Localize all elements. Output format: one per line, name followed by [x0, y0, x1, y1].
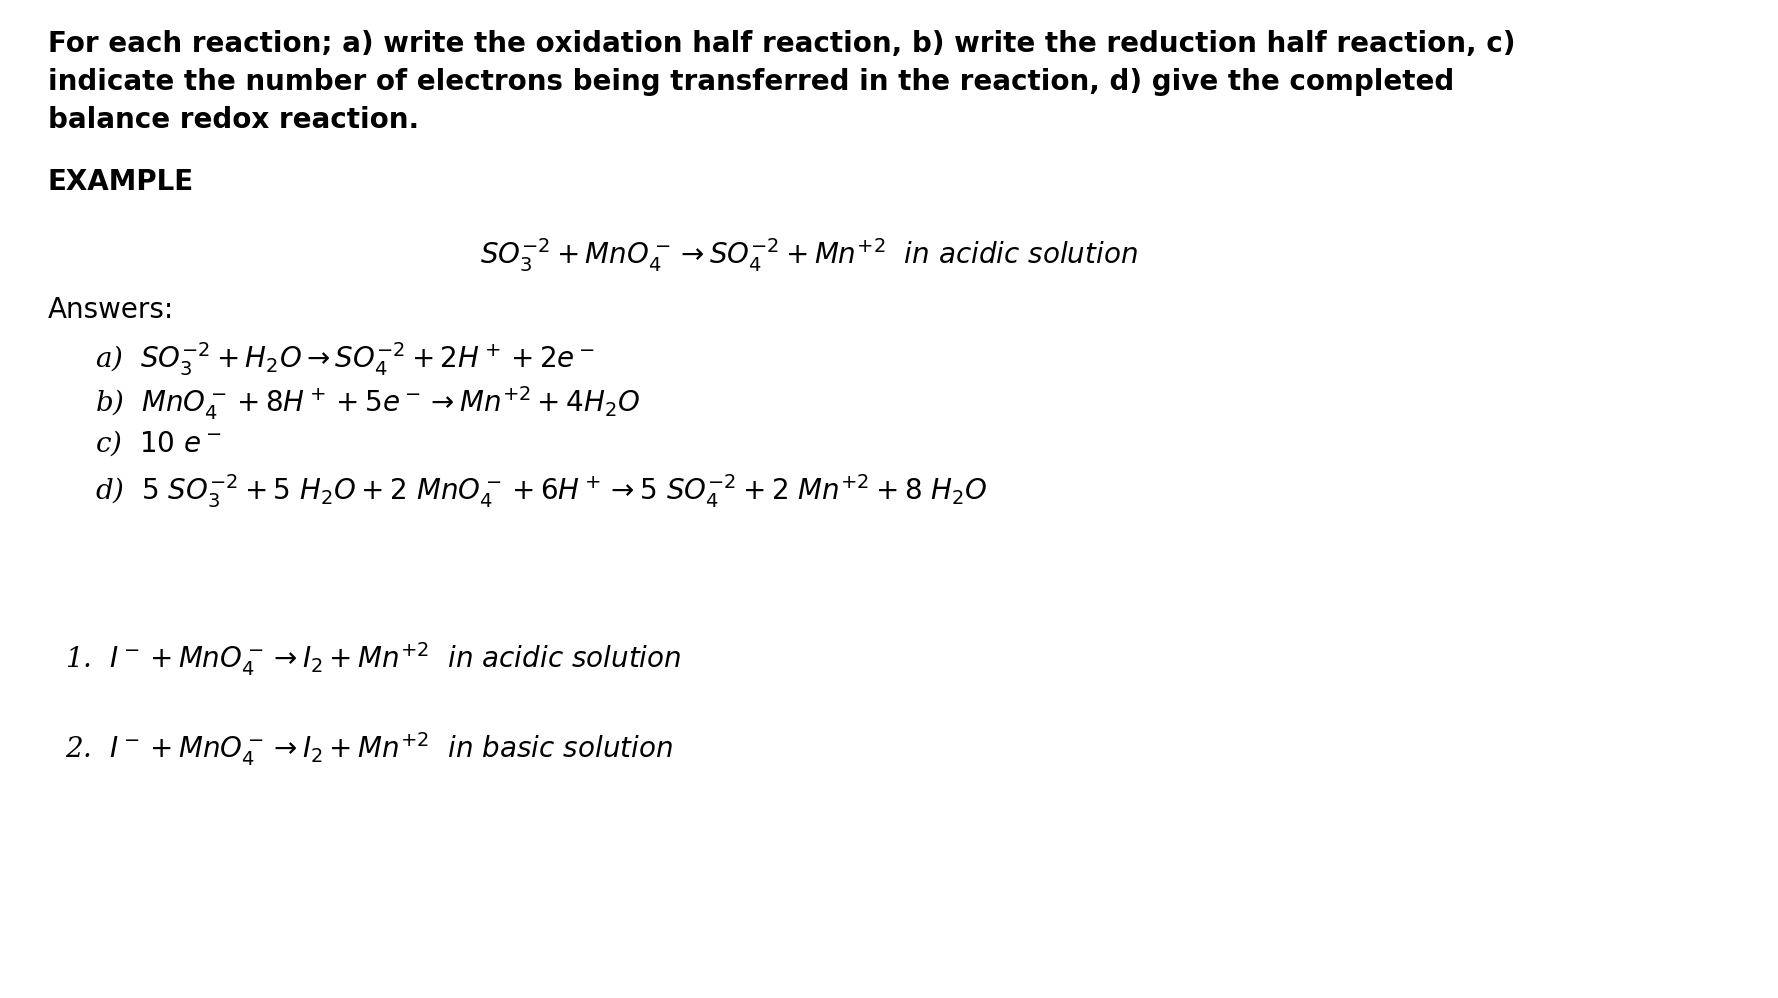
- Text: EXAMPLE: EXAMPLE: [48, 168, 194, 196]
- Text: For each reaction; a) write the oxidation half reaction, b) write the reduction : For each reaction; a) write the oxidatio…: [48, 30, 1515, 58]
- Text: c)  $10\ e^-$: c) $10\ e^-$: [94, 428, 222, 458]
- Text: balance redox reaction.: balance redox reaction.: [48, 106, 420, 134]
- Text: Answers:: Answers:: [48, 296, 174, 324]
- Text: indicate the number of electrons being transferred in the reaction, d) give the : indicate the number of electrons being t…: [48, 68, 1454, 96]
- Text: b)  $MnO_4^- + 8H^+ + 5e^- \rightarrow Mn^{+2} + 4H_2O$: b) $MnO_4^- + 8H^+ + 5e^- \rightarrow Mn…: [94, 384, 640, 422]
- Text: 2.  $I^- + MnO_4^- \rightarrow I_2 + Mn^{+2}$  $\mathit{in\ basic\ solution}$: 2. $I^- + MnO_4^- \rightarrow I_2 + Mn^{…: [66, 730, 672, 767]
- Text: $SO_3^{-2} + MnO_4^- \rightarrow SO_4^{-2} + Mn^{+2}$  $\mathit{in\ acidic\ solu: $SO_3^{-2} + MnO_4^- \rightarrow SO_4^{-…: [480, 236, 1138, 273]
- Text: d)  $5\ SO_3^{-2} + 5\ H_2O + 2\ MnO_4^- + 6H^+ \rightarrow 5\ SO_4^{-2} + 2\ Mn: d) $5\ SO_3^{-2} + 5\ H_2O + 2\ MnO_4^- …: [94, 472, 987, 510]
- Text: 1.  $I^- + MnO_4^- \rightarrow I_2 + Mn^{+2}$  $\mathit{in\ acidic\ solution}$: 1. $I^- + MnO_4^- \rightarrow I_2 + Mn^{…: [66, 640, 681, 678]
- Text: a)  $SO_3^{-2} + H_2O \rightarrow SO_4^{-2} + 2H^+ + 2e^-$: a) $SO_3^{-2} + H_2O \rightarrow SO_4^{-…: [94, 340, 596, 378]
